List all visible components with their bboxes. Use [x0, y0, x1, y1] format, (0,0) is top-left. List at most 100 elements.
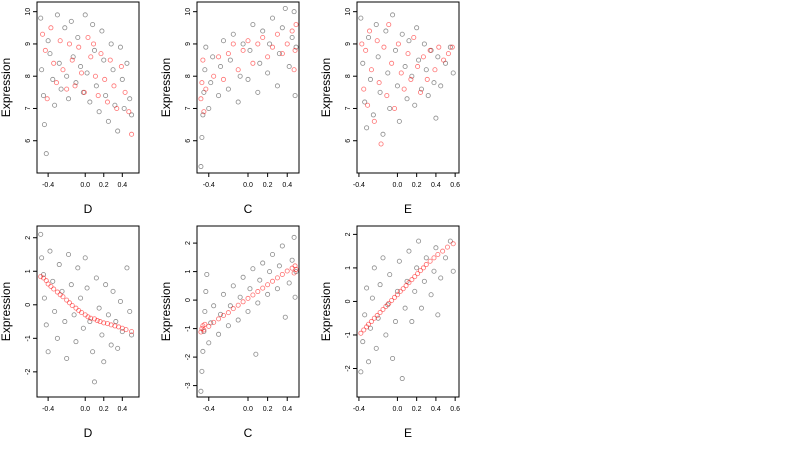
observed-point [115, 345, 121, 351]
observed-point [362, 312, 368, 318]
observed-point [45, 38, 51, 44]
fitted-point [376, 80, 382, 86]
observed-point [124, 60, 130, 66]
observed-point [286, 280, 292, 286]
y-tick-label: -1 [345, 332, 352, 338]
y-tick-label: 6 [25, 139, 32, 143]
fitted-point [274, 31, 280, 37]
observed-point [73, 80, 79, 86]
y-tick-label: 0 [185, 298, 192, 302]
x-tick-label: -0.4 [42, 182, 54, 189]
observed-point [206, 105, 212, 111]
observed-point [227, 57, 233, 63]
fitted-point [54, 289, 60, 295]
observed-point [50, 76, 56, 82]
fitted-point [51, 60, 57, 66]
fitted-point [198, 96, 204, 102]
y-tick-label: 6 [345, 139, 352, 143]
fitted-point [389, 297, 395, 303]
observed-point [373, 345, 379, 351]
fitted-point [76, 44, 82, 50]
fitted-point [57, 38, 63, 44]
observed-point [103, 93, 109, 99]
observed-point [438, 275, 444, 281]
fitted-point [371, 118, 377, 124]
fitted-point [431, 255, 437, 261]
fitted-point [51, 286, 57, 292]
observed-point [286, 64, 292, 70]
y-axis-title: Expression [319, 282, 333, 341]
observed-point [66, 251, 72, 257]
observed-point [129, 112, 135, 118]
observed-point [103, 282, 109, 288]
observed-point [225, 323, 231, 329]
observed-point [52, 102, 58, 108]
observed-point [279, 243, 285, 249]
observed-point [418, 86, 424, 92]
observed-point [377, 89, 383, 95]
observed-point [270, 15, 276, 21]
x-tick-label: 0.4 [431, 406, 441, 413]
fitted-point [53, 80, 59, 86]
observed-point [218, 64, 224, 70]
fitted-point [126, 109, 132, 115]
observed-point [387, 105, 393, 111]
y-tick-label: 9 [25, 42, 32, 46]
observed-point [87, 319, 93, 325]
fitted-point [432, 67, 438, 73]
observed-point [255, 300, 261, 306]
fitted-point [85, 34, 91, 40]
chart-panel-3: -0.4 0.0 0.2 0.4 0.6 6 7 8 9 10 E Expression [319, 1, 460, 216]
observed-point [265, 291, 271, 297]
y-tick-label: 10 [25, 8, 32, 16]
y-tick-label: 8 [185, 74, 192, 78]
observed-point [402, 305, 408, 311]
fitted-point [107, 57, 113, 63]
observed-point [199, 135, 205, 141]
observed-point [423, 255, 429, 261]
chart-panel-2: -0.4 0.0 0.2 0.4 6 7 8 9 10 C Expression [159, 1, 300, 216]
fitted-point [211, 73, 217, 79]
fitted-point [415, 271, 421, 277]
fitted-point [102, 76, 108, 82]
fitted-point [64, 297, 70, 303]
fitted-point [216, 54, 222, 60]
observed-point [247, 286, 253, 292]
observed-point [404, 96, 410, 102]
fitted-point [48, 283, 54, 289]
observed-point [257, 277, 263, 283]
observed-point [84, 285, 90, 291]
observed-point [366, 359, 372, 365]
observed-point [375, 54, 381, 60]
fitted-point [386, 22, 392, 28]
fitted-point [291, 270, 297, 276]
fitted-point [436, 44, 442, 50]
observed-point [270, 251, 276, 257]
fitted-point [250, 292, 256, 298]
fitted-point [69, 57, 75, 63]
y-tick-label: 2 [25, 236, 32, 240]
fitted-point [292, 47, 298, 53]
observed-point [438, 83, 444, 89]
fitted-point [411, 34, 417, 40]
observed-point [62, 319, 68, 325]
observed-point [41, 122, 47, 128]
fitted-point [377, 310, 383, 316]
fitted-point [450, 241, 456, 247]
y-tick-label: -2 [185, 354, 192, 360]
fitted-point [367, 28, 373, 34]
y-tick-label: 9 [345, 42, 352, 46]
x-tick-label: -0.4 [353, 182, 365, 189]
observed-point [260, 28, 266, 34]
observed-point [267, 41, 273, 47]
fitted-point [270, 44, 276, 50]
x-axis-title: D [84, 426, 93, 440]
fitted-point [111, 83, 117, 89]
fitted-point [203, 86, 209, 92]
observed-point [129, 332, 135, 338]
y-tick-label: -1 [185, 325, 192, 331]
fitted-point [104, 99, 110, 105]
fitted-point [381, 44, 387, 50]
fitted-point [427, 47, 433, 53]
fitted-point [69, 302, 75, 308]
